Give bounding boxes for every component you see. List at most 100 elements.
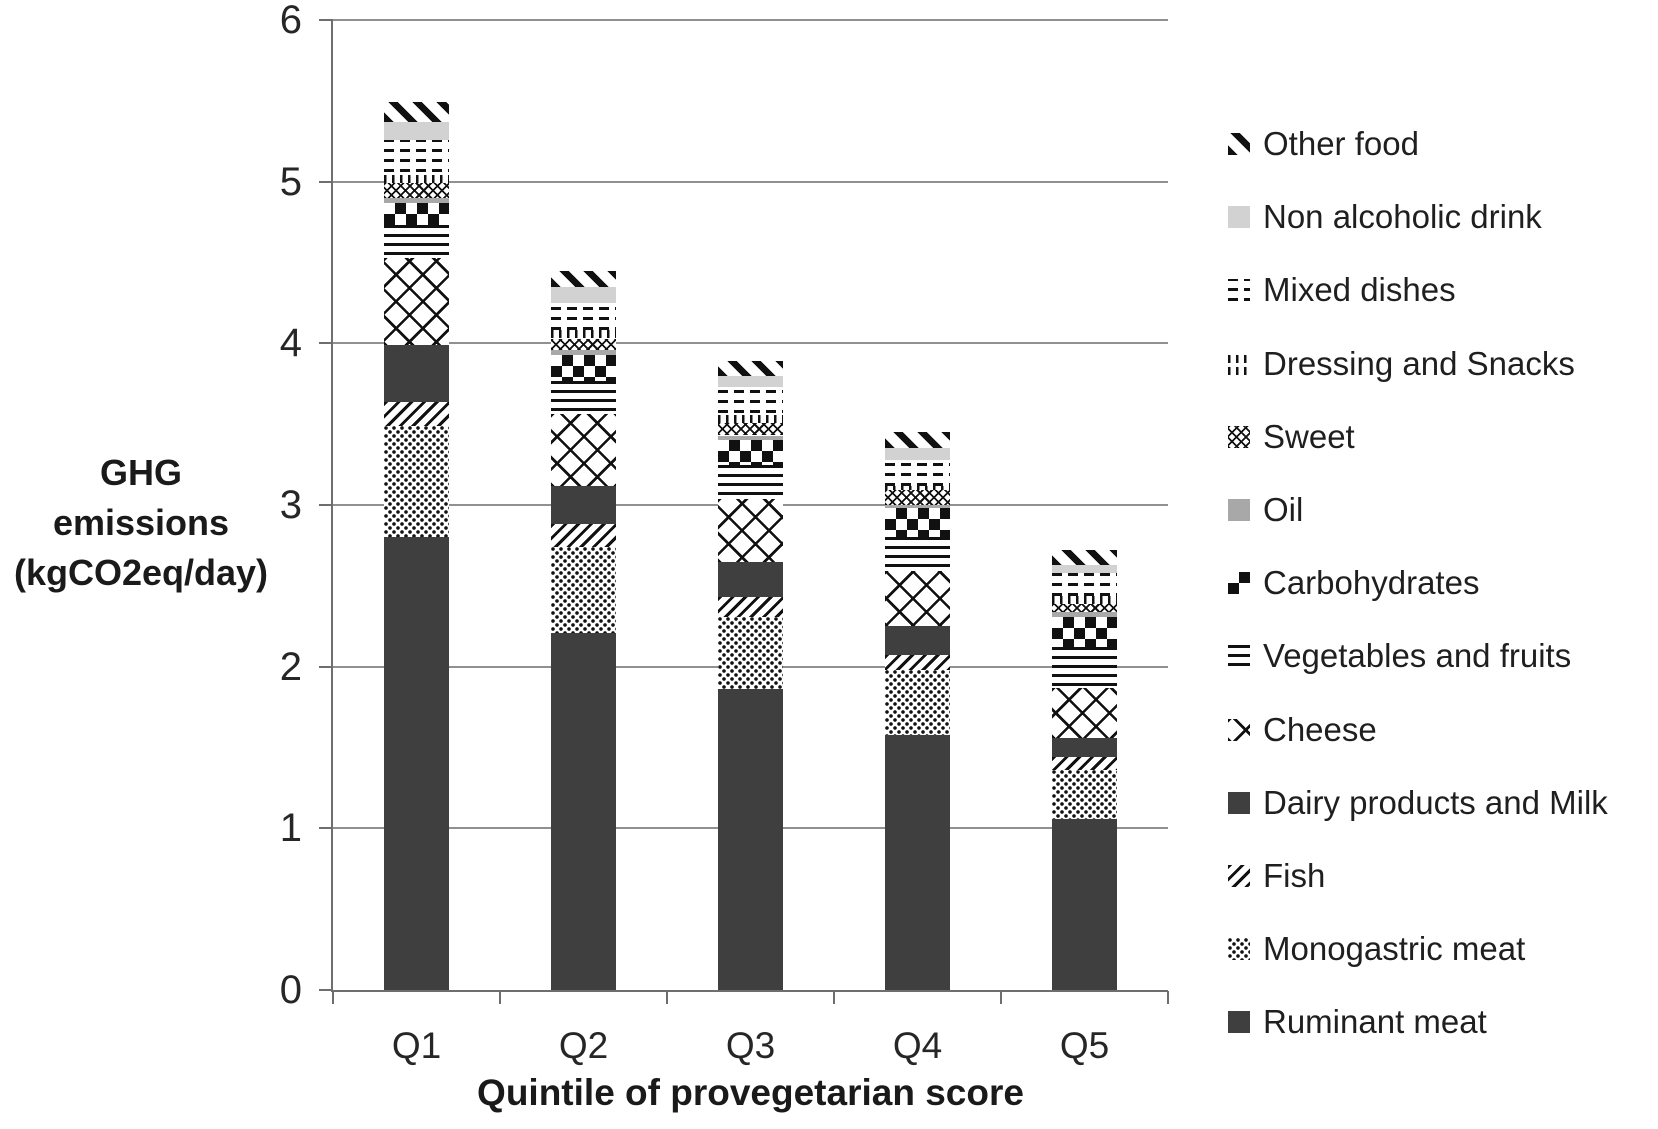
bar-segment-cheese-q2: [551, 414, 616, 486]
bar-segment-sweet-q1: [384, 183, 449, 198]
cheese-pattern-swatch-icon: [1228, 718, 1250, 741]
legend-item-non-alcoholic-drink: Non alcoholic drink: [1228, 195, 1542, 239]
ruminant-meat-pattern-swatch-icon: [1228, 1011, 1250, 1034]
bar-segment-other-food-q2: [551, 270, 616, 287]
bar-segment-oil-q4: [885, 505, 950, 509]
non-alcoholic-drink-pattern-swatch-icon: [1228, 206, 1250, 229]
bar-segment-mixed-dishes-q2: [551, 302, 616, 331]
bar-segment-dairy-products-milk-q1: [384, 344, 449, 402]
y-tick-label: 0: [279, 968, 302, 1012]
y-axis-title: GHG emissions (kgCO2eq/day): [8, 448, 274, 598]
bar-segment-fish-q2: [551, 524, 616, 548]
bar-segment-cheese-q4: [885, 571, 950, 627]
oil-pattern-swatch-icon: [1228, 499, 1250, 521]
bar-segment-sweet-q3: [718, 422, 783, 436]
y-axis-tick: [319, 342, 333, 345]
y-axis-tick: [319, 827, 333, 830]
y-axis-tick: [319, 180, 333, 183]
bar-segment-cheese-q5: [1052, 687, 1117, 738]
bar-segment-other-food-q5: [1052, 550, 1117, 565]
bar-segment-other-food-q3: [718, 361, 783, 376]
bar-segment-monogastric-meat-q4: [885, 669, 950, 735]
gridline-4: [333, 342, 1168, 345]
bar-segment-fish-q3: [718, 597, 783, 617]
bar-segment-carbohydrates-q4: [885, 508, 950, 538]
bar-segment-monogastric-meat-q2: [551, 547, 616, 633]
bar-segment-ruminant-meat-q3: [718, 689, 783, 990]
y-axis-title-line2: (kgCO2eq/day): [13, 552, 269, 593]
x-axis-tick: [833, 991, 835, 1004]
bar-segment-sweet-q5: [1052, 603, 1117, 612]
bar-segment-mixed-dishes-q1: [384, 139, 449, 172]
bar-segment-vegetables-fruits-q5: [1052, 647, 1117, 688]
x-tick-label: Q2: [558, 1025, 609, 1066]
bar-segment-ruminant-meat-q5: [1052, 818, 1117, 990]
legend-label-non-alcoholic-drink: Non alcoholic drink: [1263, 198, 1542, 236]
bar-segment-monogastric-meat-q1: [384, 425, 449, 538]
dairy-products-milk-pattern-swatch-icon: [1228, 791, 1250, 814]
legend-item-ruminant-meat: Ruminant meat: [1228, 1000, 1487, 1044]
bar-segment-cheese-q3: [718, 498, 783, 562]
legend-item-vegetables-fruits: Vegetables and fruits: [1228, 634, 1571, 678]
legend-item-carbohydrates: Carbohydrates: [1228, 561, 1479, 605]
legend-item-dressing-snacks: Dressing and Snacks: [1228, 342, 1575, 386]
bar-segment-dressing-snacks-q1: [384, 171, 449, 184]
y-tick-label: 2: [279, 644, 302, 689]
bar-segment-vegetables-fruits-q1: [384, 225, 449, 258]
bar-segment-dressing-snacks-q2: [551, 330, 616, 339]
legend-item-dairy-products-milk: Dairy products and Milk: [1228, 781, 1608, 825]
legend-label-dairy-products-milk: Dairy products and Milk: [1263, 783, 1608, 821]
legend-item-cheese: Cheese: [1228, 708, 1377, 752]
y-axis-title-line1: GHG emissions: [52, 452, 230, 543]
bar-segment-other-food-q1: [384, 102, 449, 122]
legend-item-mixed-dishes: Mixed dishes: [1228, 268, 1456, 312]
bar-segment-non-alcoholic-drink-q3: [718, 375, 783, 387]
legend-label-sweet: Sweet: [1263, 417, 1355, 455]
legend-label-other-food: Other food: [1263, 125, 1419, 162]
bar-segment-fish-q1: [384, 401, 449, 426]
y-axis-tick: [319, 989, 333, 991]
y-tick-label: 3: [279, 483, 302, 527]
gridline-5: [333, 180, 1168, 183]
legend-item-other-food: Other food: [1228, 122, 1419, 166]
legend-item-sweet: Sweet: [1228, 415, 1355, 459]
bar-segment-dairy-products-milk-q5: [1052, 737, 1117, 758]
bar-segment-oil-q5: [1052, 611, 1117, 617]
bar-segment-ruminant-meat-q2: [551, 632, 616, 990]
x-axis-tick: [499, 991, 501, 1004]
y-tick-label: 5: [279, 159, 302, 204]
x-tick-label: Q4: [892, 1025, 943, 1066]
bar-segment-oil-q1: [384, 197, 449, 203]
legend: Other food Non alcoholic drink Mixed dishe…: [1228, 0, 1658, 1129]
bar-segment-monogastric-meat-q5: [1052, 770, 1117, 819]
bar-segment-ruminant-meat-q1: [384, 537, 449, 990]
bar-segment-dressing-snacks-q4: [885, 485, 950, 491]
x-tick-label: Q3: [725, 1025, 776, 1066]
dressing-snacks-pattern-swatch-icon: [1228, 352, 1250, 375]
bar-segment-mixed-dishes-q3: [718, 387, 783, 413]
legend-label-mixed-dishes: Mixed dishes: [1263, 271, 1456, 309]
bar-segment-vegetables-fruits-q2: [551, 380, 616, 415]
vegetables-fruits-pattern-swatch-icon: [1228, 645, 1250, 668]
legend-item-fish: Fish: [1228, 854, 1325, 898]
x-axis-line: [331, 990, 1168, 992]
bar-segment-fish-q5: [1052, 757, 1117, 771]
y-tick-label: 4: [279, 321, 302, 366]
other-food-pattern-swatch-icon: [1228, 133, 1250, 155]
bar-segment-dairy-products-milk-q3: [718, 561, 783, 598]
legend-item-oil: Oil: [1228, 488, 1303, 532]
plot-area: [319, 19, 1169, 1004]
monogastric-meat-pattern-swatch-icon: [1228, 938, 1250, 961]
gridline-6: [333, 19, 1168, 21]
x-axis-title: Quintile of provegetarian score: [477, 1072, 1024, 1113]
x-tick-label: Q1: [391, 1025, 442, 1066]
bar-segment-dairy-products-milk-q2: [551, 485, 616, 525]
bar-segment-carbohydrates-q3: [718, 440, 783, 465]
bar-segment-dairy-products-milk-q4: [885, 626, 950, 656]
x-axis-tick: [666, 991, 668, 1004]
bar-segment-vegetables-fruits-q3: [718, 464, 783, 499]
bar-segment-non-alcoholic-drink-q2: [551, 286, 616, 303]
bar-segment-ruminant-meat-q4: [885, 734, 950, 990]
x-axis-tick: [1167, 991, 1169, 1004]
